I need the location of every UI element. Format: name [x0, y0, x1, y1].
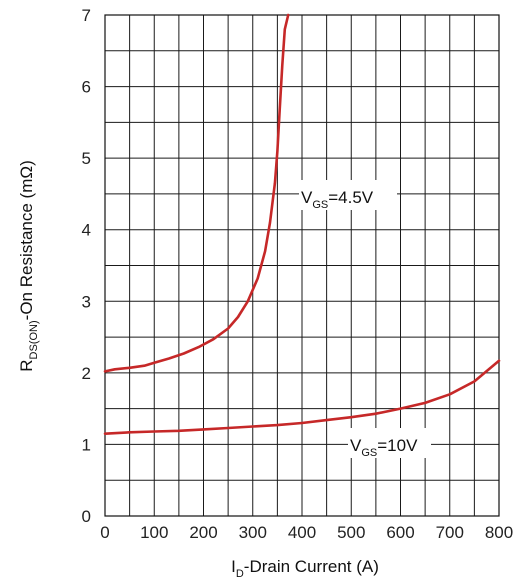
y-tick-label: 2 [82, 364, 91, 383]
annotation-bg-vgs-10 [348, 428, 431, 458]
x-tick-label: 700 [436, 523, 464, 542]
y-tick-label: 7 [82, 6, 91, 25]
y-tick-label: 1 [82, 435, 91, 454]
series-label-vgs-10: VGS=10V [350, 436, 418, 459]
x-tick-label: 600 [386, 523, 414, 542]
series-layer [103, 13, 501, 435]
tick-labels: 0 100 200 300 400 500 600 700 800 0 1 2 3 4 5 6 7 [82, 6, 514, 542]
series-line-1 [103, 359, 501, 435]
series-line-0 [103, 13, 290, 373]
grid [104, 14, 500, 517]
x-tick-label: 800 [485, 523, 513, 542]
x-tick-label: 300 [239, 523, 267, 542]
x-tick-label: 500 [337, 523, 365, 542]
y-tick-label: 5 [82, 149, 91, 168]
y-axis-title: RDS(ON)-On Resistance (mΩ) [17, 160, 40, 371]
plot-frame [104, 14, 500, 517]
x-tick-label: 200 [189, 523, 217, 542]
x-axis-title: ID-Drain Current (A) [231, 557, 379, 580]
x-tick-label: 0 [100, 523, 109, 542]
y-tick-label: 0 [82, 507, 91, 526]
y-tick-label: 3 [82, 292, 91, 311]
y-tick-label: 6 [82, 78, 91, 97]
annotation-bg-vgs-4-5 [299, 180, 397, 210]
x-tick-label: 100 [140, 523, 168, 542]
y-tick-label: 4 [82, 221, 91, 240]
series-label-vgs-4-5: VGS=4.5V [301, 188, 374, 211]
x-tick-label: 400 [288, 523, 316, 542]
